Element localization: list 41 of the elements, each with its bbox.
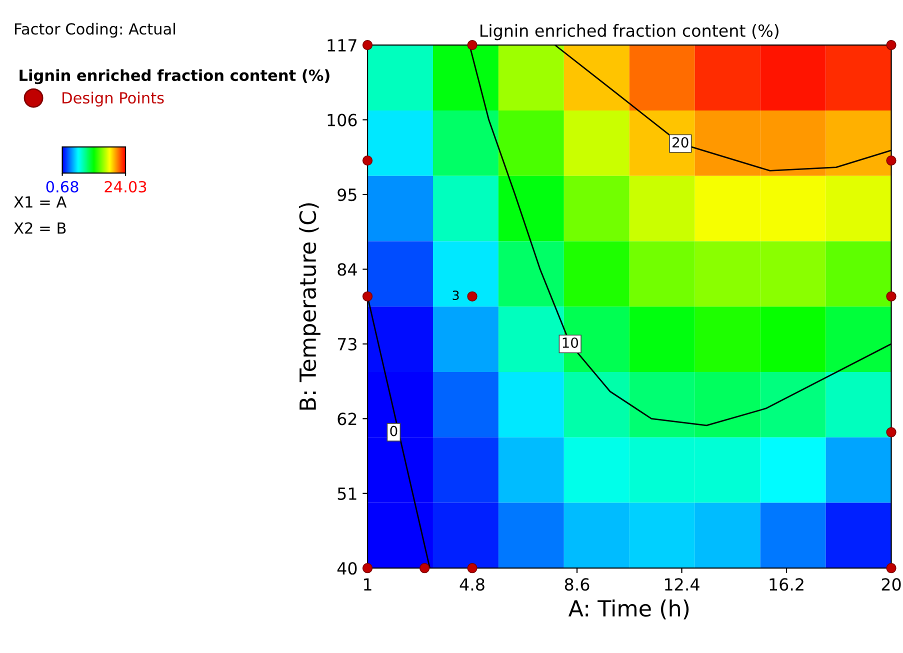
annotation: 20 <box>672 137 688 148</box>
text: X1 = A <box>14 196 67 208</box>
point <box>362 155 373 166</box>
x-tick-label: 8.6 <box>564 578 590 591</box>
annotation: 10 <box>562 337 578 348</box>
y-tick-label: 62 <box>338 412 356 426</box>
x-tick-label: 16.2 <box>770 578 804 591</box>
y-tick-label: 95 <box>338 188 356 202</box>
color-bar-label: 0.68 <box>46 180 78 193</box>
x-axis-title: A: Time (h) <box>568 600 689 620</box>
annotation: 3 <box>452 290 459 300</box>
point <box>886 155 896 166</box>
point <box>467 291 478 302</box>
y-axis-title: B: Temperature (C) <box>298 203 320 410</box>
point <box>362 563 373 574</box>
text: Factor Coding: Actual <box>15 22 175 38</box>
point <box>886 40 896 50</box>
y-tick-label: 40 <box>337 562 357 575</box>
point <box>886 563 896 574</box>
x-tick-label: 12.4 <box>665 578 700 590</box>
point <box>467 563 478 574</box>
point <box>362 291 373 302</box>
chart-title: Lignin enriched fraction content (%) <box>480 24 778 40</box>
color-bar-label: 24.03 <box>104 180 146 193</box>
text: X2 = B <box>14 222 66 234</box>
annotation: 0 <box>390 426 398 436</box>
x-tick-label: 20 <box>882 578 901 591</box>
point <box>886 291 896 302</box>
point <box>362 40 373 50</box>
y-tick-label: 117 <box>328 39 356 52</box>
legend-label: Design Points <box>62 92 164 107</box>
y-tick-label: 51 <box>338 488 356 500</box>
point <box>420 563 430 574</box>
point <box>886 427 896 438</box>
y-tick-label: 73 <box>338 338 356 351</box>
point <box>467 40 478 50</box>
y-tick-label: 84 <box>338 263 357 276</box>
x-tick-label: 4.8 <box>460 578 484 591</box>
x-tick-label: 1 <box>364 578 372 590</box>
y-tick-label: 106 <box>328 114 357 126</box>
legend-title: Lignin enriched fraction content (%) <box>20 69 330 84</box>
